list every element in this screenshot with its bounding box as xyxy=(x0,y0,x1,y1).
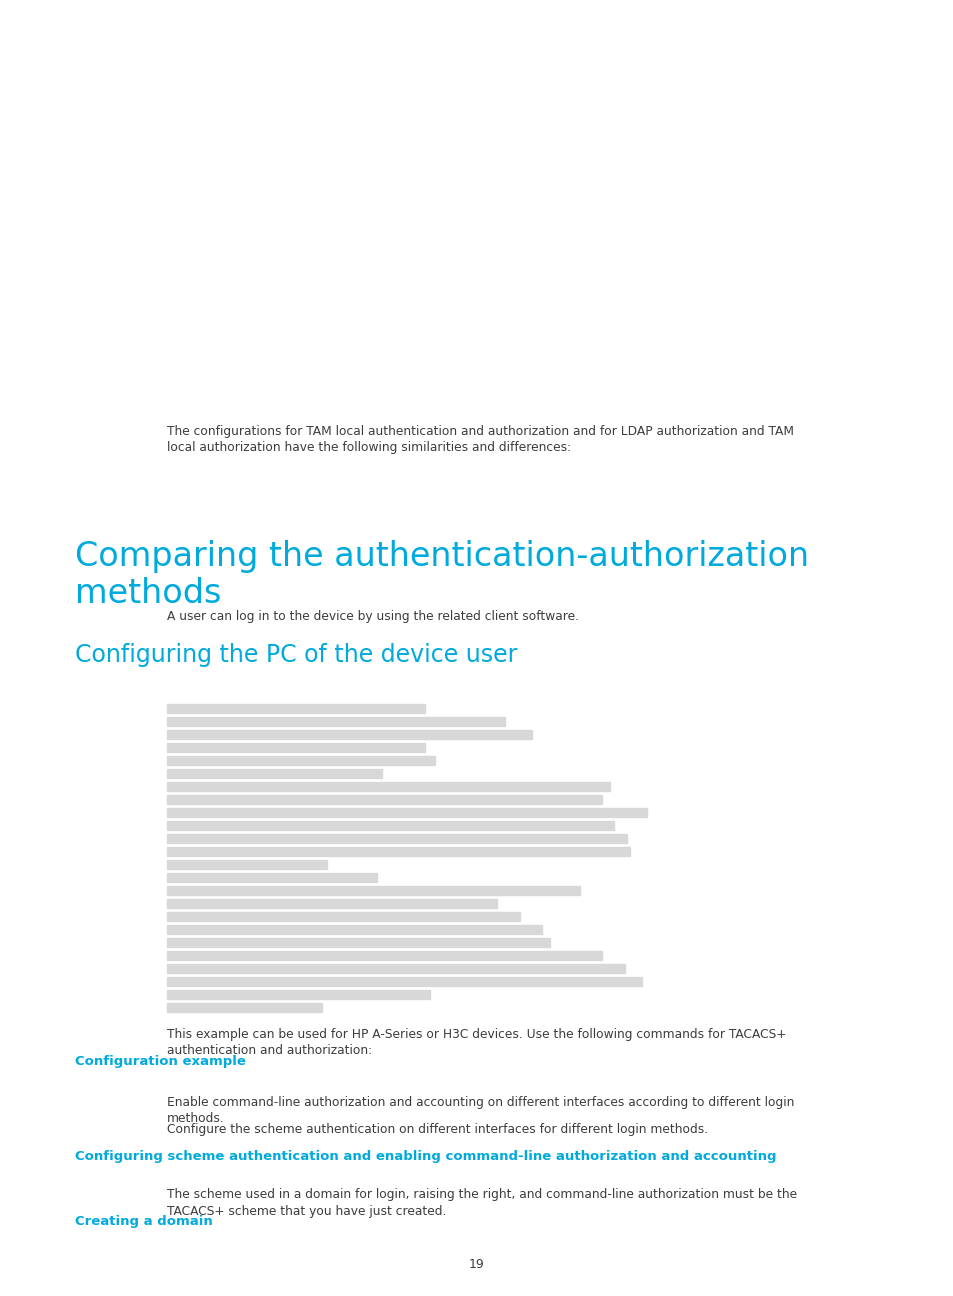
Text: 19: 19 xyxy=(469,1258,484,1271)
Bar xyxy=(167,835,626,842)
Bar xyxy=(167,704,424,713)
Bar xyxy=(167,951,601,960)
Text: A user can log in to the device by using the related client software.: A user can log in to the device by using… xyxy=(167,610,578,623)
Bar xyxy=(167,861,327,870)
Bar xyxy=(167,938,550,947)
Bar xyxy=(167,899,497,908)
Bar xyxy=(167,717,504,726)
Text: This example can be used for HP A-Series or H3C devices. Use the following comma: This example can be used for HP A-Series… xyxy=(167,1028,785,1058)
Bar xyxy=(167,820,614,829)
Bar xyxy=(167,743,424,752)
Bar xyxy=(167,781,609,791)
Text: Creating a domain: Creating a domain xyxy=(75,1216,213,1229)
Bar xyxy=(167,925,541,934)
Bar xyxy=(167,848,629,855)
Bar xyxy=(167,886,579,896)
Text: Enable command-line authorization and accounting on different interfaces accordi: Enable command-line authorization and ac… xyxy=(167,1096,794,1125)
Text: The configurations for TAM local authentication and authorization and for LDAP a: The configurations for TAM local authent… xyxy=(167,425,793,455)
Text: Configuring the PC of the device user: Configuring the PC of the device user xyxy=(75,643,517,667)
Bar xyxy=(167,874,376,883)
Text: Configuring scheme authentication and enabling command-line authorization and ac: Configuring scheme authentication and en… xyxy=(75,1150,776,1163)
Text: Configure the scheme authentication on different interfaces for different login : Configure the scheme authentication on d… xyxy=(167,1124,707,1137)
Bar xyxy=(167,990,430,999)
Bar xyxy=(167,769,381,778)
Bar xyxy=(167,964,624,973)
Bar xyxy=(167,977,641,986)
Text: Configuration example: Configuration example xyxy=(75,1055,246,1068)
Text: The scheme used in a domain for login, raising the right, and command-line autho: The scheme used in a domain for login, r… xyxy=(167,1188,797,1217)
Bar xyxy=(167,794,601,804)
Text: Comparing the authentication-authorization
methods: Comparing the authentication-authorizati… xyxy=(75,540,808,610)
Bar xyxy=(167,756,435,765)
Bar xyxy=(167,1003,322,1012)
Bar xyxy=(167,807,646,816)
Bar xyxy=(167,730,532,739)
Bar xyxy=(167,912,519,921)
